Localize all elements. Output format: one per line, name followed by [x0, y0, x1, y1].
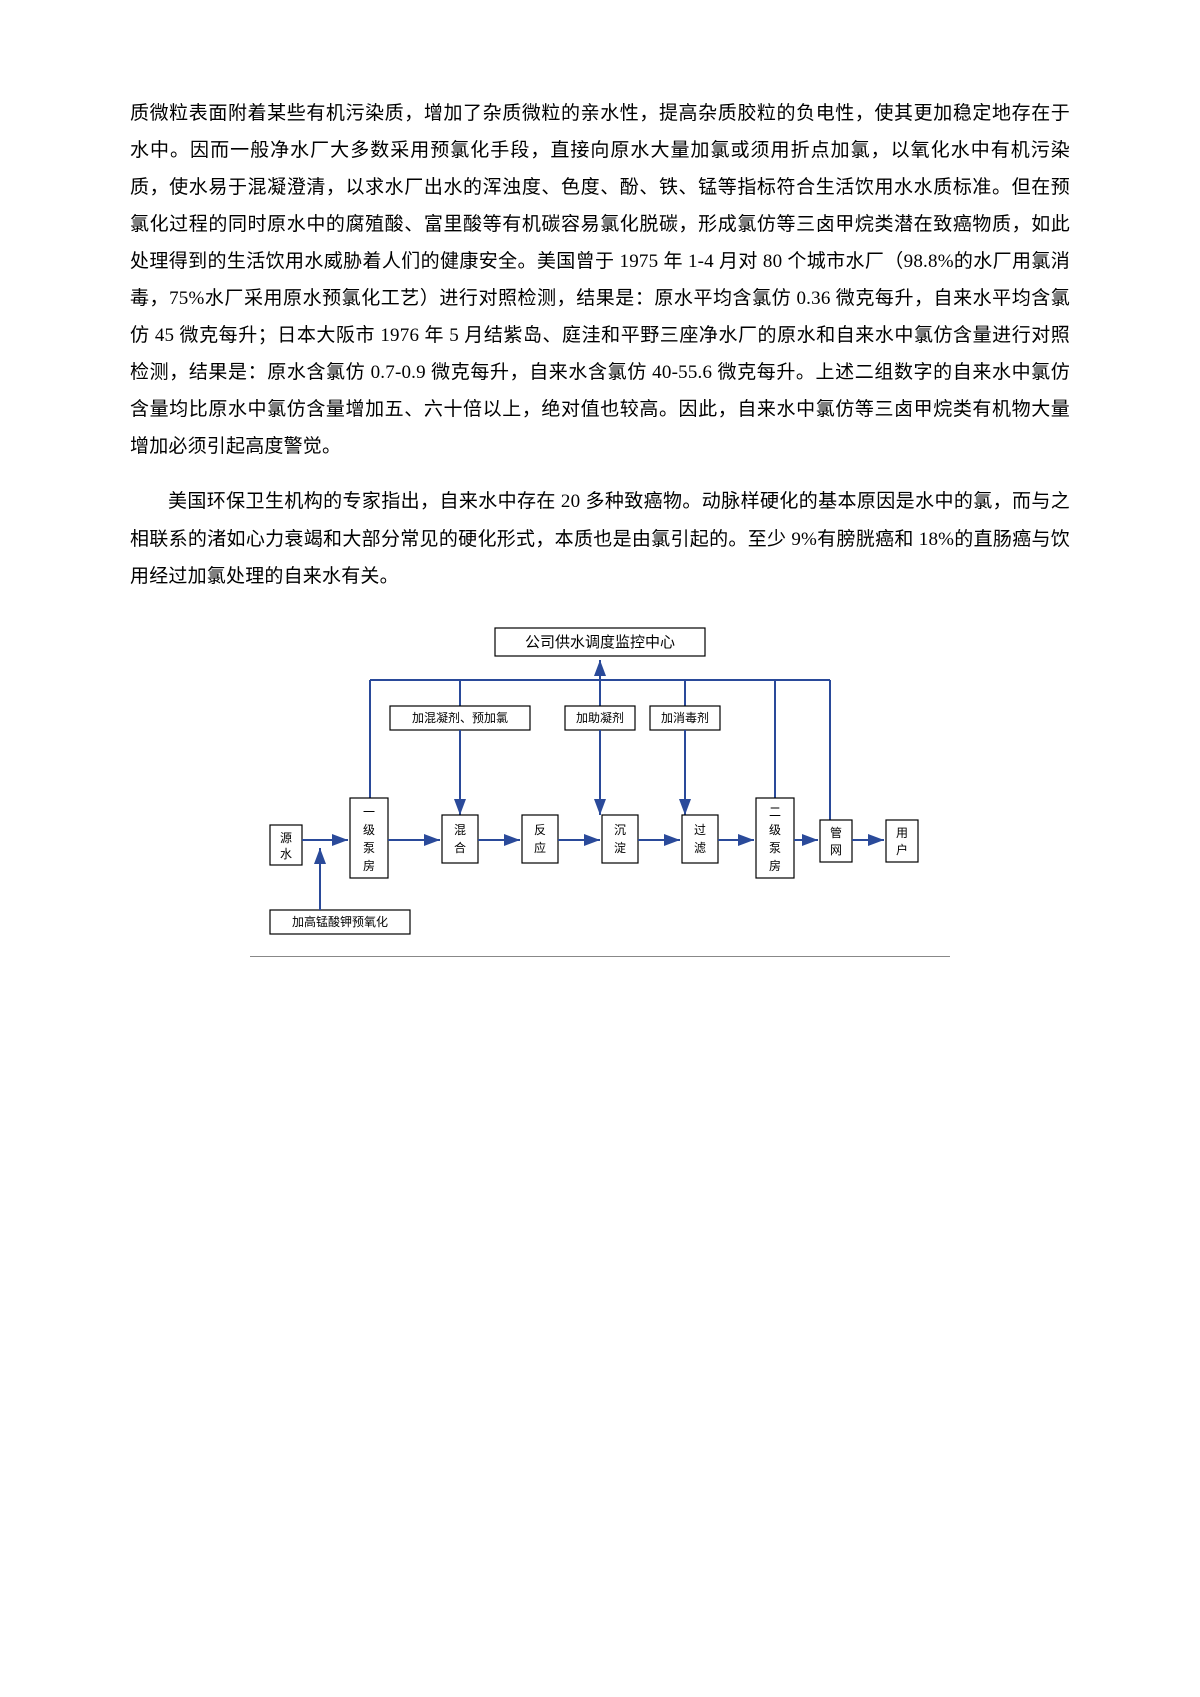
label-coagulant: 加助凝剂 — [576, 710, 624, 725]
paragraph-1: 质微粒表面附着某些有机污染质，增加了杂质微粒的亲水性，提高杂质胶粒的负电性，使其… — [130, 95, 1070, 465]
label-pump1d: 房 — [363, 858, 375, 873]
flow-diagram: 公司供水调度监控中心 加混凝剂、预加氯 加助凝剂 加消毒剂 — [250, 620, 950, 957]
label-settle-a: 沉 — [614, 823, 626, 837]
label-mix-a: 混 — [454, 823, 466, 837]
label-settle-b: 淀 — [614, 841, 626, 855]
label-pump2b: 级 — [769, 823, 781, 837]
label-prechlorine: 加混凝剂、预加氯 — [412, 710, 508, 725]
label-mix-b: 合 — [454, 840, 466, 855]
label-react-a: 反 — [534, 823, 546, 837]
label-pump2a: 二 — [769, 805, 781, 819]
label-kmno4: 加高锰酸钾预氧化 — [292, 914, 388, 929]
label-disinfectant: 加消毒剂 — [661, 710, 709, 725]
label-filter-a: 过 — [694, 823, 706, 837]
label-pump1c: 泵 — [363, 841, 375, 855]
diagram-svg: 公司供水调度监控中心 加混凝剂、预加氯 加助凝剂 加消毒剂 — [250, 620, 950, 950]
label-react-b: 应 — [534, 840, 546, 855]
label-pump1a: 一 — [363, 805, 375, 819]
label-filter-b: 滤 — [694, 841, 706, 855]
label-net-b: 网 — [830, 843, 842, 857]
label-pump2d: 房 — [769, 858, 781, 873]
label-net-a: 管 — [830, 825, 842, 840]
label-pump2c: 泵 — [769, 841, 781, 855]
label-user-b: 户 — [896, 842, 908, 857]
paragraph-2: 美国环保卫生机构的专家指出，自来水中存在 20 多种致癌物。动脉样硬化的基本原因… — [130, 483, 1070, 594]
label-center: 公司供水调度监控中心 — [525, 634, 675, 651]
label-pump1b: 级 — [363, 823, 375, 837]
label-user-a: 用 — [896, 826, 908, 840]
diagram-hr — [250, 956, 950, 957]
